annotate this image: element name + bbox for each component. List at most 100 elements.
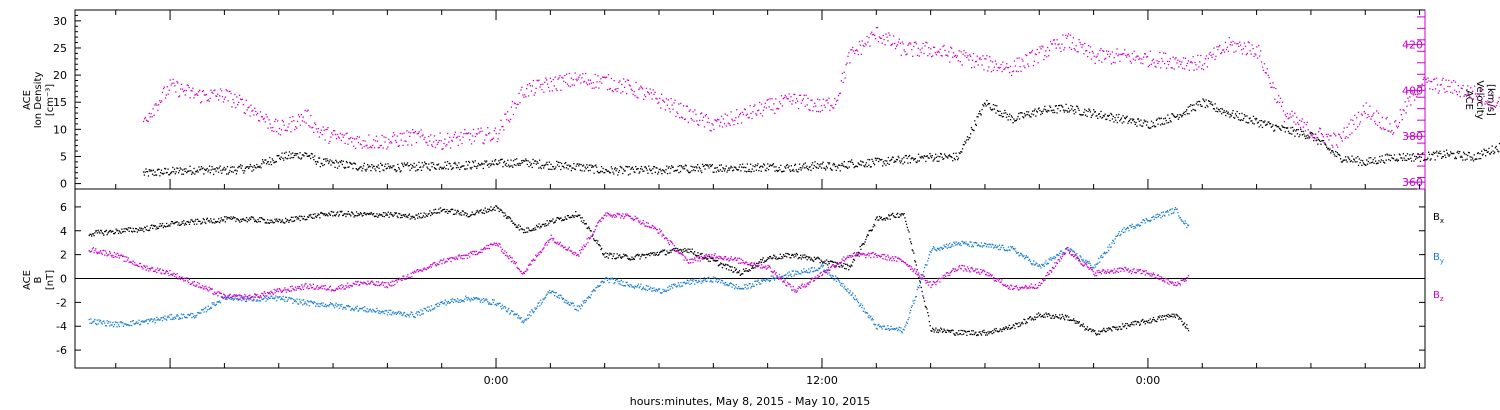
density-point [309, 154, 311, 157]
bottom-tick-label: -4 [56, 320, 67, 333]
Bx-point [598, 244, 600, 246]
velocity-point [1025, 54, 1027, 56]
Bx-point [797, 257, 799, 260]
velocity-point [690, 117, 692, 120]
x-tick-label: 12:00 [806, 374, 838, 387]
Bx-point [658, 253, 660, 256]
velocity-point [1047, 46, 1049, 49]
density-point [1218, 109, 1220, 111]
Bx-point [482, 212, 484, 214]
velocity-point [345, 133, 347, 135]
density-point [1471, 156, 1473, 158]
velocity-point [1033, 60, 1035, 62]
By-point [227, 297, 230, 299]
density-point [662, 169, 665, 172]
density-point [1377, 162, 1379, 164]
Bx-point [214, 220, 217, 223]
density-point [975, 124, 977, 126]
Bx-point [870, 230, 873, 232]
velocity-point [208, 100, 210, 102]
density-point [1203, 99, 1205, 101]
density-point [205, 169, 207, 171]
density-point [1231, 112, 1233, 114]
velocity-point [204, 94, 206, 96]
velocity-point [746, 113, 748, 115]
density-point [1453, 152, 1455, 155]
Bx-point [947, 329, 949, 331]
density-point [907, 162, 909, 164]
velocity-point [1120, 53, 1122, 55]
density-point [406, 162, 409, 164]
density-point [762, 166, 764, 168]
By-point [91, 321, 94, 323]
Bx-point [630, 258, 632, 261]
density-point [150, 169, 152, 171]
Bx-point [102, 233, 104, 235]
Bx-point [638, 254, 640, 256]
Bx-point [698, 256, 701, 259]
Bx-point [623, 253, 625, 255]
density-point [1159, 118, 1161, 120]
density-point [671, 165, 673, 167]
density-point [637, 168, 639, 170]
density-point [644, 166, 646, 168]
density-point [303, 155, 305, 157]
velocity-point [807, 97, 809, 100]
By-point [214, 304, 217, 307]
velocity-point [1071, 42, 1073, 44]
Bx-point [345, 215, 347, 218]
velocity-point [1461, 87, 1463, 90]
velocity-point [574, 72, 576, 74]
density-point [939, 156, 941, 158]
velocity-point [932, 55, 934, 57]
Bx-point [201, 221, 204, 223]
Bx-point [1037, 312, 1040, 314]
Bx-point [1143, 321, 1145, 323]
velocity-point [401, 133, 403, 135]
velocity-point [1441, 79, 1443, 81]
velocity-point [1325, 133, 1327, 136]
Bx-point [197, 218, 199, 220]
density-point [821, 163, 823, 165]
density-point [1223, 109, 1225, 112]
density-point [1344, 159, 1346, 161]
Bx-point [501, 211, 503, 213]
velocity-point [1173, 68, 1175, 70]
density-point [777, 170, 779, 172]
density-point [713, 171, 715, 173]
By-point [148, 318, 150, 321]
density-point [1352, 161, 1354, 163]
velocity-point [1218, 46, 1220, 48]
velocity-point [446, 143, 448, 146]
density-point [438, 168, 440, 170]
velocity-point [1028, 65, 1030, 67]
density-point [1057, 108, 1059, 110]
density-point [949, 155, 951, 157]
density-point [1461, 156, 1463, 158]
density-point [1186, 113, 1189, 115]
Bx-point [897, 216, 900, 218]
density-point [1381, 155, 1383, 157]
density-point [217, 171, 220, 173]
density-point [1076, 105, 1079, 108]
velocity-point [1280, 105, 1283, 107]
velocity-point [983, 69, 985, 71]
density-point [555, 166, 557, 168]
density-point [761, 165, 763, 167]
density-point [971, 128, 973, 130]
Bx-point [158, 225, 160, 227]
velocity-point [907, 44, 909, 46]
density-point [996, 109, 999, 112]
velocity-point [480, 127, 482, 129]
velocity-point [876, 26, 879, 29]
Bx-point [291, 220, 293, 223]
density-point [1014, 120, 1016, 122]
density-point [1296, 133, 1299, 135]
density-point [292, 152, 294, 154]
velocity-point [752, 111, 754, 113]
Bx-point [1168, 316, 1170, 318]
density-point [257, 165, 260, 168]
Bx-point [114, 232, 116, 234]
Bx-point [302, 218, 305, 220]
density-point [1040, 111, 1043, 113]
